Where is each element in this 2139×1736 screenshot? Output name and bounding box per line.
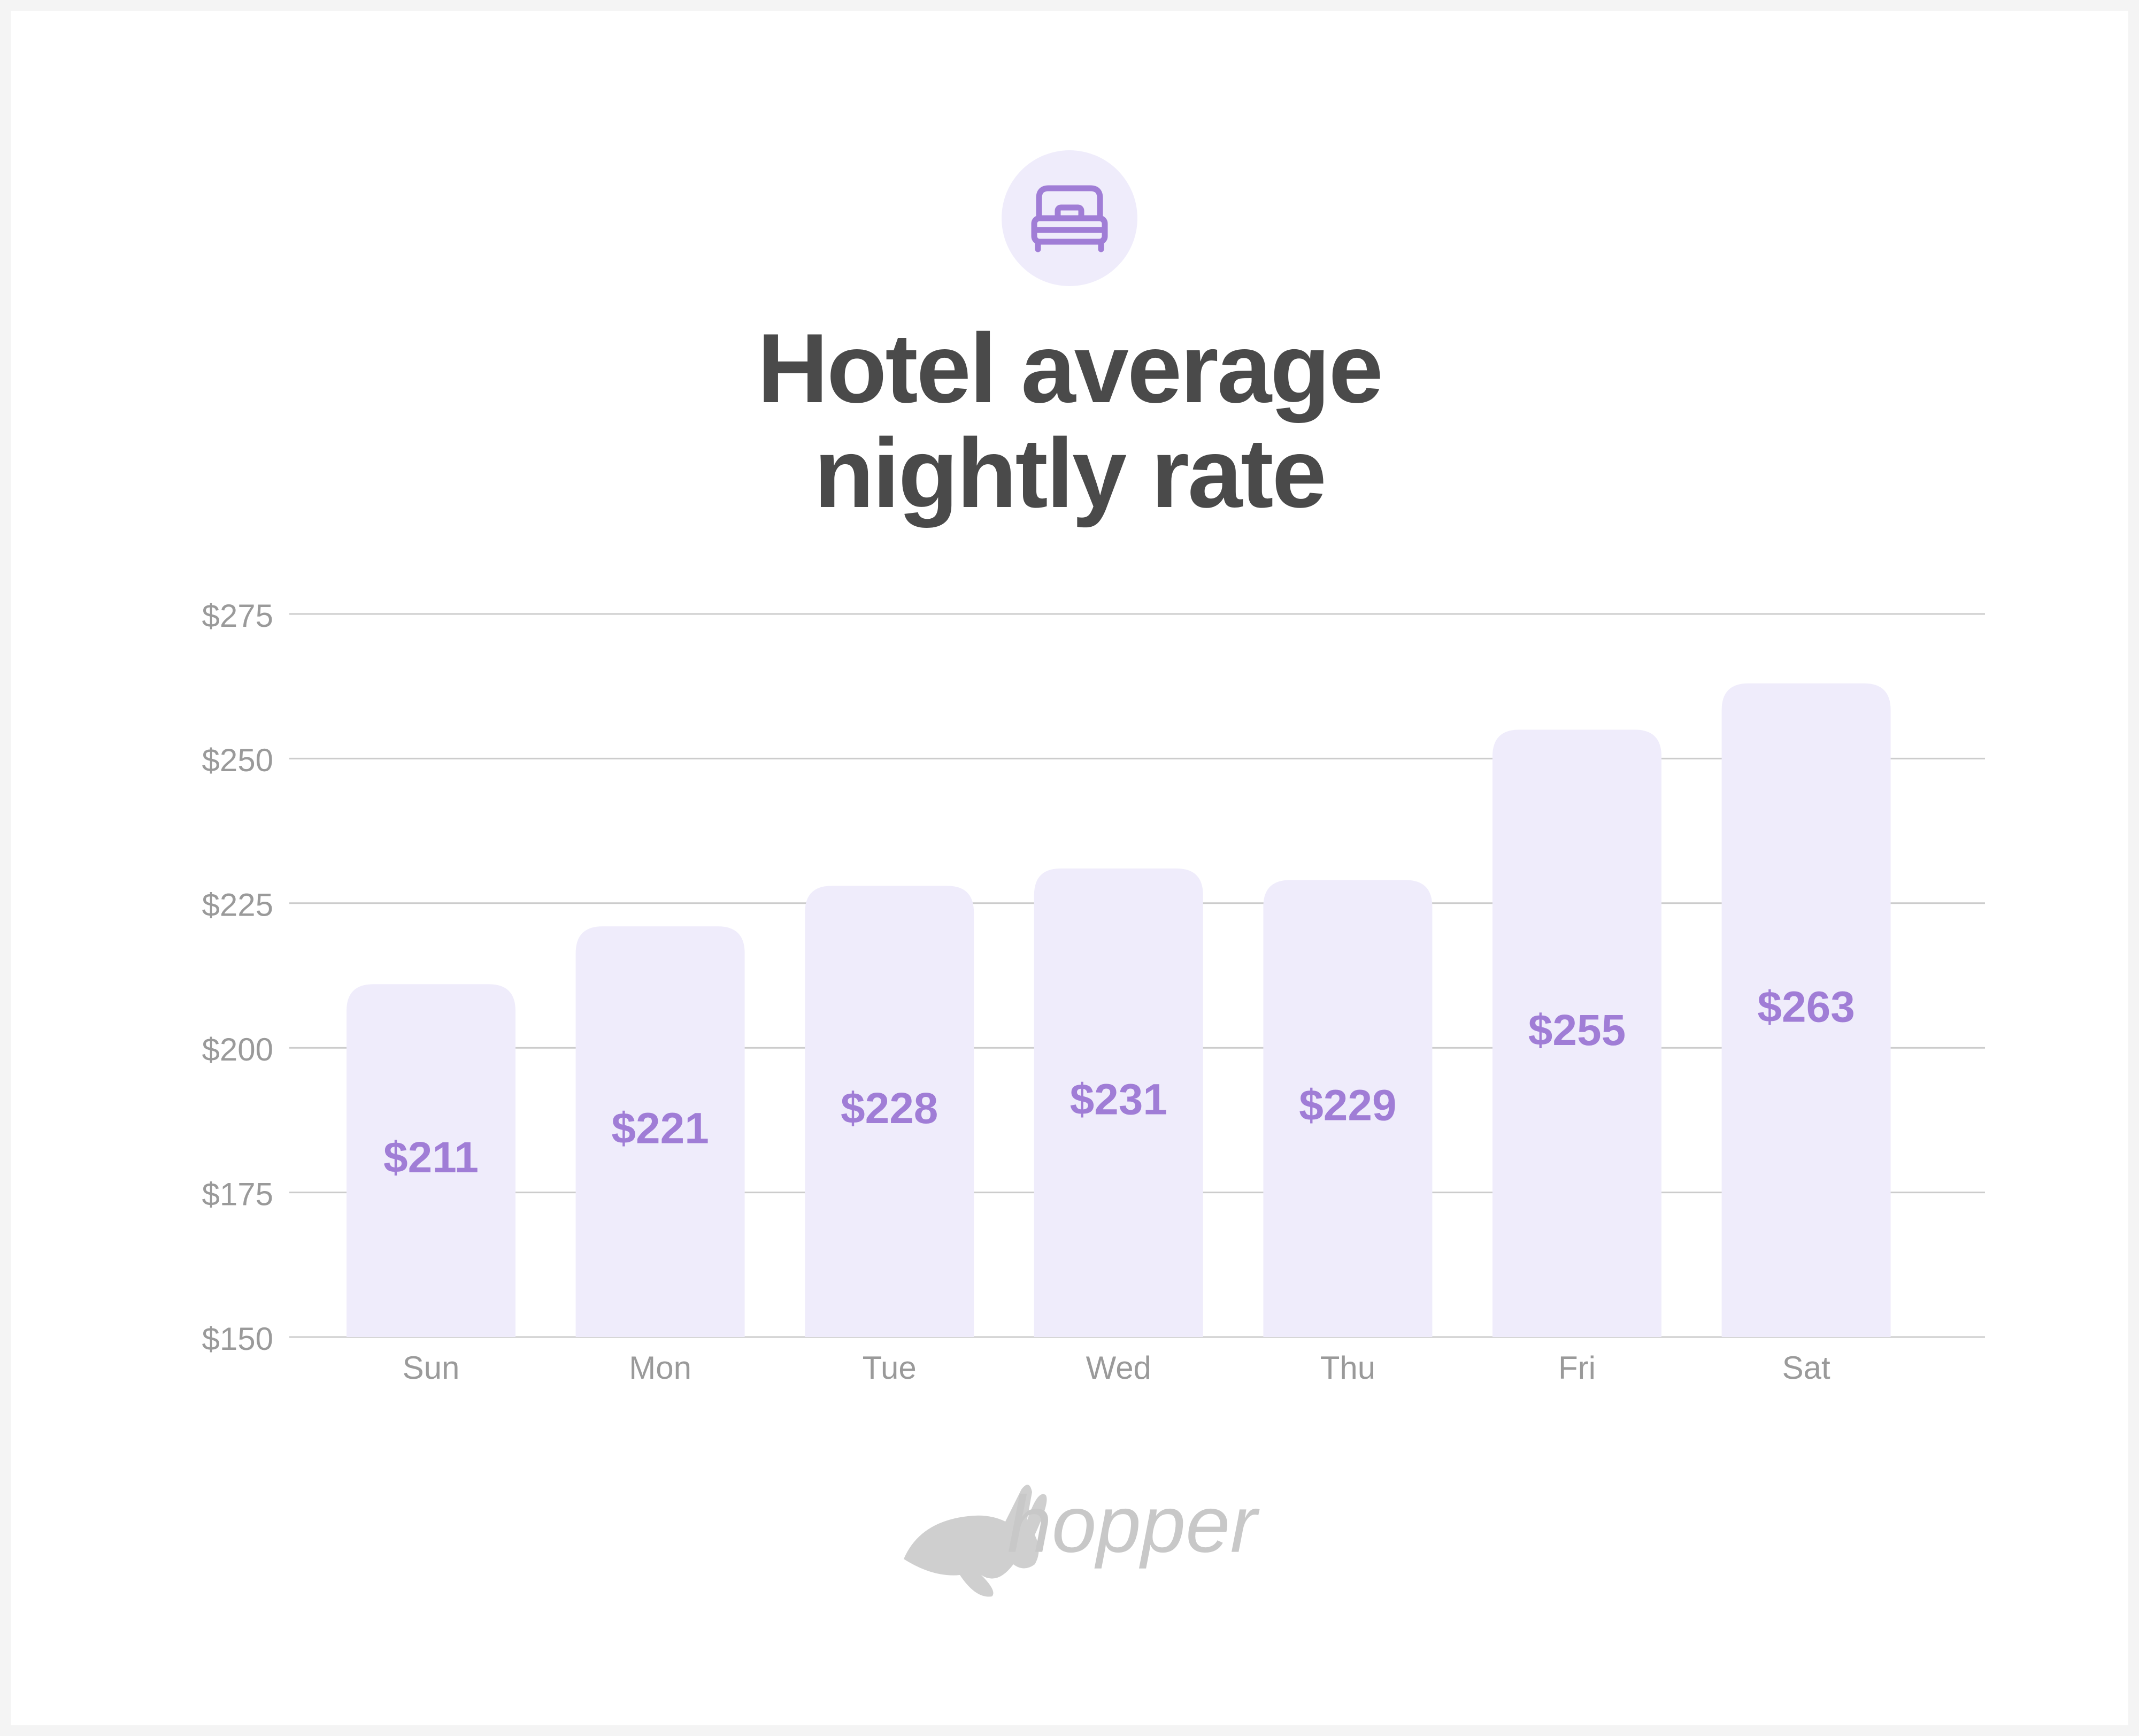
y-tick-label: $250: [202, 742, 273, 778]
y-tick-label: $275: [202, 598, 273, 634]
y-tick-label: $150: [202, 1321, 273, 1357]
value-label: $255: [1528, 1006, 1626, 1055]
y-tick-label: $200: [202, 1032, 273, 1067]
value-label: $229: [1299, 1081, 1396, 1130]
bar: [347, 984, 515, 1337]
y-tick-label: $175: [202, 1176, 273, 1212]
value-label: $263: [1757, 983, 1855, 1032]
x-tick-label: Fri: [1558, 1350, 1596, 1386]
x-tick-label: Sun: [403, 1350, 460, 1386]
x-tick-label: Wed: [1086, 1350, 1151, 1386]
value-label: $231: [1070, 1076, 1167, 1124]
x-tick-label: Sat: [1782, 1350, 1830, 1386]
bar: [1721, 683, 1891, 1337]
y-tick-label: $225: [202, 887, 273, 923]
bar: [1492, 729, 1661, 1337]
logo-rabbit: [904, 1485, 1047, 1597]
bed-icon: [1031, 185, 1108, 252]
value-label: $221: [611, 1104, 709, 1153]
x-tick-label: Mon: [629, 1350, 691, 1386]
value-label: $228: [841, 1084, 938, 1133]
bar: [1263, 880, 1433, 1337]
logo-text: hopper: [1007, 1479, 1259, 1569]
value-label: $211: [383, 1133, 479, 1182]
bar: [575, 926, 745, 1337]
chart-title: Hotel average nightly rate: [757, 313, 1383, 528]
bar: [805, 886, 974, 1337]
x-tick-label: Thu: [1320, 1350, 1375, 1386]
x-tick-label: Tue: [863, 1350, 917, 1386]
bar: [1034, 868, 1203, 1337]
